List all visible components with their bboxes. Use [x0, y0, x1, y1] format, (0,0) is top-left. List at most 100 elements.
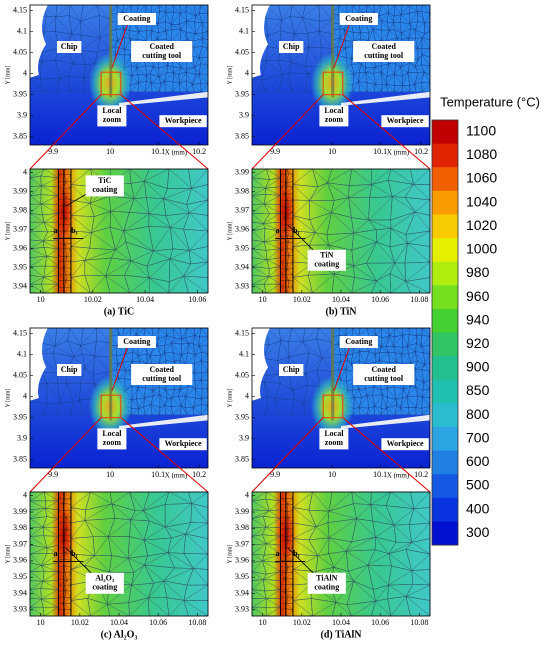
legend-swatch: [432, 214, 458, 239]
legend-swatch: [432, 332, 458, 357]
y-tick-label: 4.1: [17, 26, 27, 35]
y-tick-label: 4: [245, 68, 249, 77]
b-label: b₁: [293, 549, 300, 558]
coating-layer: [109, 328, 113, 421]
x-tick-label: 10.08: [410, 618, 428, 627]
x-tick-label: 10.2: [192, 470, 206, 479]
zoom-connector: [120, 417, 209, 493]
y-tick-label: 3.9: [239, 110, 249, 119]
legend-swatch: [432, 521, 458, 546]
y-axis-label: Y [mm]: [5, 389, 11, 408]
workpiece-label-box: [381, 438, 429, 451]
coating-label-box: [307, 572, 346, 594]
y-tick-label: 3.98: [235, 187, 249, 196]
legend-swatch: [432, 143, 458, 168]
coating-label: Al₂O₃: [95, 574, 115, 583]
arrow: [111, 23, 129, 69]
y-tick-label: 4.15: [13, 5, 27, 14]
y-tick-label: 4.05: [13, 47, 27, 56]
x-tick-label: 10.02: [84, 295, 102, 304]
y-tick-label: 3.97: [13, 539, 27, 548]
coating-label: coating: [92, 583, 117, 592]
arrow: [111, 346, 129, 392]
y-tick-label: 4: [245, 491, 249, 500]
legend-swatch: [432, 308, 458, 333]
caption: (b) TiN: [325, 306, 357, 317]
y-tick-label: 4.05: [235, 370, 249, 379]
coating-label-box: [339, 336, 378, 348]
zoom-label: Local: [324, 106, 344, 115]
x-tick-label: 10.02: [293, 295, 311, 304]
y-tick-label: 4.15: [235, 5, 249, 14]
tool-label-box: [353, 41, 415, 62]
tool-label-box: [131, 41, 193, 62]
y-tick-label: 3.96: [235, 556, 249, 565]
y-axis-label: Y [mm]: [227, 545, 233, 564]
y-tick-label: 4.15: [13, 328, 27, 337]
y-tick-label: 3.95: [13, 89, 27, 98]
workpiece-label: Workpiece: [387, 116, 424, 125]
y-tick-label: 3.85: [13, 131, 27, 140]
y-tick-label: 4.05: [235, 47, 249, 56]
tool-label-box: [353, 364, 415, 385]
y-tick-label: 4: [245, 391, 249, 400]
zoom-label: zoom: [103, 438, 122, 447]
local-zoom-box: [322, 71, 344, 96]
coating-label: TiC: [98, 176, 111, 185]
chip-label: Chip: [61, 365, 78, 374]
x-tick-label: 10.02: [293, 618, 311, 627]
x-tick-label: 10.06: [371, 295, 389, 304]
legend-swatch: [432, 497, 458, 522]
coating-label: TiN: [320, 251, 333, 260]
coating-label-box: [307, 249, 346, 271]
y-tick-label: 4.05: [13, 370, 27, 379]
frame: [29, 168, 209, 294]
x-tick-label: 10: [328, 470, 336, 479]
frame: [29, 327, 209, 469]
tool-label: Coated: [371, 42, 396, 51]
legend-label: 600: [466, 453, 490, 469]
frame: [251, 327, 431, 469]
workpiece-edge: [119, 91, 208, 106]
legend-swatch: [432, 426, 458, 452]
y-tick-label: 3.85: [235, 131, 249, 140]
chip-label-box: [278, 364, 304, 376]
y-tick-label: 3.9: [17, 110, 27, 119]
x-tick-label: 10.2: [414, 470, 428, 479]
legend-label: 1020: [466, 217, 497, 233]
local-zoom-box: [100, 71, 122, 96]
x-tick-label: 10.04: [332, 295, 350, 304]
legend-label: 1080: [466, 146, 497, 162]
y-tick-label: 3.97: [235, 206, 249, 215]
legend-label: 1000: [466, 241, 497, 257]
x-axis-label: X (mm): [165, 472, 188, 480]
y-tick-label: 3.85: [13, 454, 27, 463]
workpiece-label-box: [159, 438, 207, 451]
x-axis-label: X (mm): [165, 149, 188, 157]
y-tick-label: 3.9: [239, 433, 249, 442]
b-label: b₁: [293, 226, 300, 235]
x-tick-label: 9.9: [270, 147, 280, 156]
y-tick-label: 3.95: [13, 572, 27, 581]
workpiece-edge: [341, 414, 430, 429]
x-tick-label: 10: [259, 618, 267, 627]
legend-label: 900: [466, 359, 490, 375]
x-tick-label: 10: [259, 295, 267, 304]
y-tick-label: 4.1: [17, 349, 27, 358]
legend-label: 980: [466, 264, 490, 280]
y-tick-label: 3.99: [13, 187, 27, 196]
x-tick-label: 10.08: [188, 618, 206, 627]
coating-label: TiAlN: [316, 574, 337, 583]
coating-layer: [109, 5, 113, 98]
caption: (a) TiC: [104, 306, 134, 317]
x-tick-label: 10: [106, 147, 114, 156]
y-tick-label: 3.95: [13, 412, 27, 421]
y-tick-label: 3.97: [235, 539, 249, 548]
legend-label: 800: [466, 406, 490, 422]
